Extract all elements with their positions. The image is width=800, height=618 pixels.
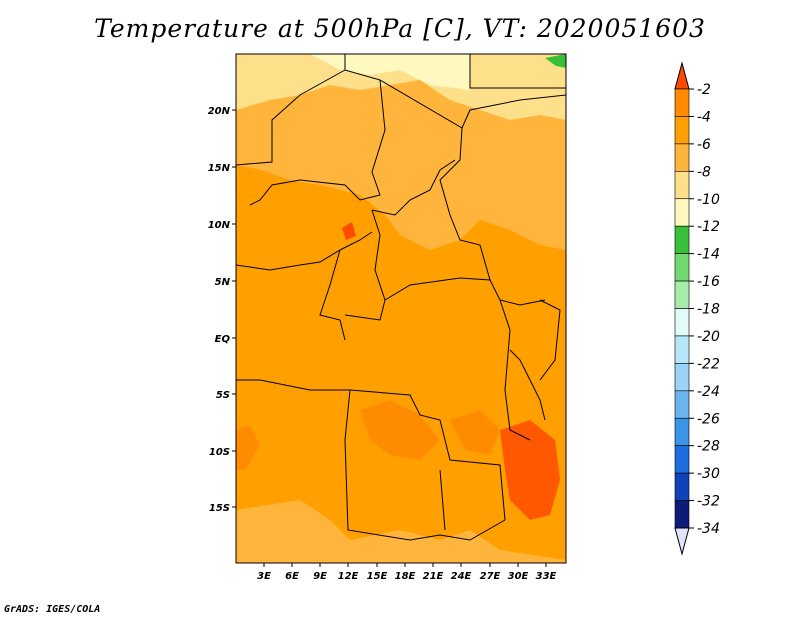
lat-tick-label: 5N — [215, 277, 231, 288]
colorbar-label: -16 — [697, 274, 720, 290]
map-frame — [235, 53, 567, 564]
colorbar-label: -26 — [697, 411, 720, 427]
colorbar-swatch — [674, 198, 690, 227]
lon-axis: 3E 6E 9E 12E 15E 18E 21E 24E 27E 30E 33E — [257, 563, 557, 582]
country-borders — [236, 54, 566, 563]
lon-tick-label: 9E — [313, 571, 327, 582]
colorbar-label: -4 — [697, 109, 711, 125]
field-12to14-patch — [545, 54, 566, 68]
chart-title: Temperature at 500hPa [C], VT: 202005160… — [94, 14, 706, 43]
lon-tick-label: 18E — [395, 571, 416, 582]
colorbar-label: -10 — [697, 192, 720, 208]
lon-tick-label: 3E — [257, 571, 271, 582]
colorbar-swatch — [674, 472, 690, 501]
lon-tick-label: 6E — [285, 571, 299, 582]
lon-tick-label: 15E — [367, 571, 388, 582]
colorbar-label: -12 — [697, 219, 720, 235]
lat-axis: 20N 15N 10N 5N EQ 5S 10S 15S — [208, 106, 236, 514]
lat-tick-label: 10N — [208, 220, 231, 231]
colorbar-swatch — [674, 335, 690, 364]
field-2to4-lake-region — [500, 420, 560, 520]
colorbar-label: -14 — [697, 247, 720, 263]
colorbar-label: -32 — [697, 494, 720, 510]
colorbar-swatch — [674, 390, 690, 419]
field-8to10-north — [236, 54, 566, 120]
colorbar-label: -28 — [697, 439, 720, 455]
credit-label: GrADS: IGES/COLA — [4, 604, 101, 615]
lat-tick-label: EQ — [215, 334, 231, 345]
field-10to12-north — [310, 54, 470, 90]
field-4to6-patch-b — [450, 410, 500, 455]
lat-tick-label: 20N — [208, 106, 231, 117]
lon-tick-label: 33E — [536, 571, 557, 582]
colorbar-swatch — [674, 417, 690, 446]
lon-tick-label: 21E — [423, 571, 444, 582]
colorbar-bottom-arrow — [674, 527, 690, 556]
colorbar-label: -30 — [697, 466, 720, 482]
colorbar-label: -22 — [697, 356, 720, 372]
lon-tick-label: 27E — [480, 571, 501, 582]
colorbar-label: -2 — [697, 82, 711, 98]
lat-tick-label: 15N — [208, 163, 231, 174]
colorbar-label: -34 — [697, 521, 720, 537]
lat-tick-label: 15S — [209, 503, 230, 514]
colorbar-top-arrow — [674, 61, 690, 90]
colorbar-swatch — [674, 445, 690, 474]
colorbar-swatch — [674, 253, 690, 282]
lon-tick-label: 12E — [338, 571, 359, 582]
lat-tick-label: 5S — [216, 390, 230, 401]
colorbar-label: -24 — [697, 384, 720, 400]
colorbar-label: -6 — [697, 137, 711, 153]
colorbar-swatch — [674, 171, 690, 200]
lon-tick-label: 30E — [508, 571, 529, 582]
colorbar-swatch — [674, 500, 690, 529]
colorbar-swatch — [674, 308, 690, 337]
colorbar-swatch — [674, 225, 690, 254]
colorbar: -2 -4 -6 -8 -10 -12 -14 -16 -18 -20 -22 -24 -26 -28 -3… — [674, 61, 720, 556]
lat-tick-label: 10S — [209, 447, 230, 458]
colorbar-label: -18 — [697, 302, 720, 318]
field-4to6-patch-c — [236, 425, 260, 470]
colorbar-label: -8 — [697, 164, 711, 180]
temperature-field — [236, 54, 566, 563]
colorbar-label: -20 — [697, 329, 720, 345]
field-2to4-patch — [342, 222, 356, 240]
colorbar-swatch — [674, 143, 690, 172]
colorbar-swatch — [674, 88, 690, 117]
colorbar-swatch — [674, 116, 690, 145]
field-6to8-south — [236, 500, 566, 563]
lon-tick-label: 24E — [451, 571, 472, 582]
colorbar-swatch — [674, 363, 690, 392]
colorbar-swatch — [674, 280, 690, 309]
